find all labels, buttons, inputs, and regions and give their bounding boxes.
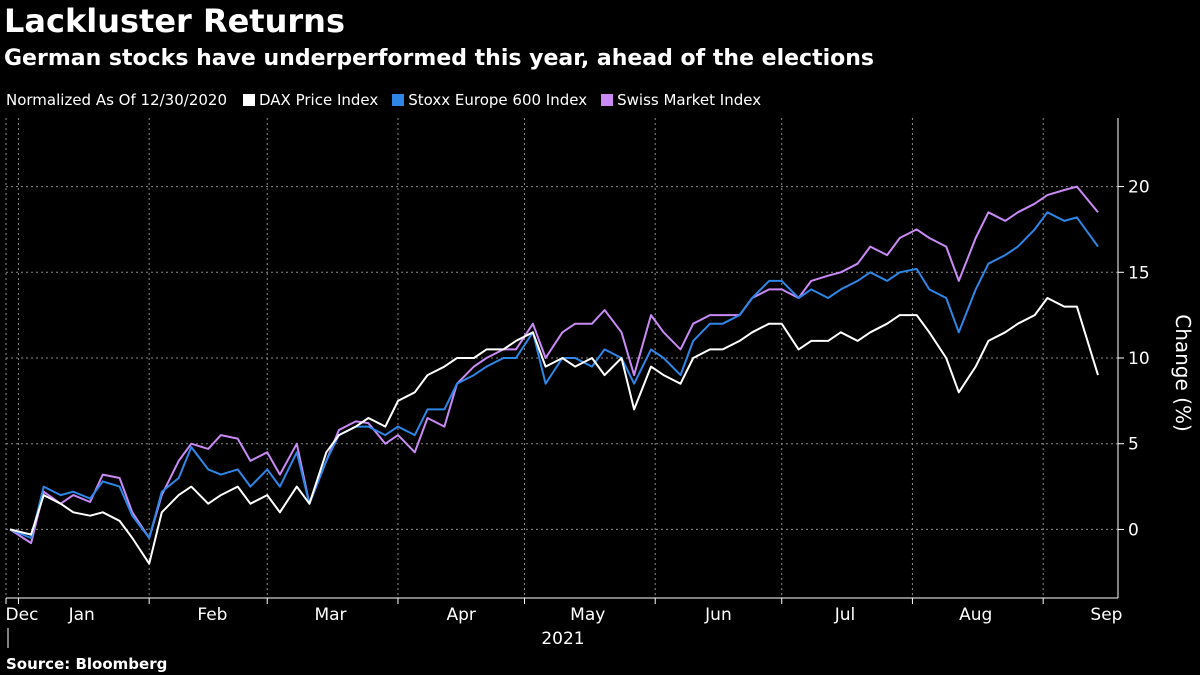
chart-title: Lackluster Returns xyxy=(4,2,345,40)
legend-swatch-swiss xyxy=(601,94,614,106)
series-line-stoxx-europe-600-index xyxy=(9,211,1099,539)
legend-swatch-dax xyxy=(243,94,255,106)
chart-subtitle: German stocks have underperformed this y… xyxy=(4,46,874,71)
legend-normalization-note: Normalized As Of 12/30/2020 xyxy=(6,91,227,109)
legend-swatch-stoxx xyxy=(392,94,405,106)
y-tick-label: 10 xyxy=(1128,349,1150,369)
legend-item-dax: DAX Price Index xyxy=(243,91,378,109)
x-tick-label: Dec xyxy=(6,605,39,625)
x-tick-label: Jan xyxy=(68,605,95,625)
year-label: 2021 xyxy=(541,629,584,649)
x-tick-label: Jun xyxy=(704,605,732,625)
y-tick-label: 0 xyxy=(1128,520,1139,540)
legend-label-stoxx: Stoxx Europe 600 Index xyxy=(408,91,588,109)
legend-label-dax: DAX Price Index xyxy=(259,91,379,109)
x-tick-label: Jul xyxy=(834,605,856,625)
x-tick-label: Apr xyxy=(447,605,476,625)
legend-item-stoxx: Stoxx Europe 600 Index xyxy=(392,91,587,109)
y-tick-label: 20 xyxy=(1128,178,1150,198)
series-line-swiss-market-index xyxy=(9,185,1099,545)
x-tick-label: Aug xyxy=(959,605,992,625)
legend-label-swiss: Swiss Market Index xyxy=(617,91,762,109)
legend: Normalized As Of 12/30/2020 DAX Price In… xyxy=(6,91,775,109)
y-axis-label: Change (%) xyxy=(1171,314,1195,432)
source-note: Source: Bloomberg xyxy=(6,655,168,673)
x-tick-label: Sep xyxy=(1090,605,1122,625)
x-tick-label: Feb xyxy=(197,605,227,625)
legend-item-swiss: Swiss Market Index xyxy=(601,91,761,109)
y-tick-label: 5 xyxy=(1128,435,1139,455)
x-tick-label: May xyxy=(570,605,605,625)
x-tick-label: Mar xyxy=(314,605,346,625)
series-line-dax-price-index xyxy=(9,297,1099,565)
y-tick-label: 15 xyxy=(1128,263,1150,283)
